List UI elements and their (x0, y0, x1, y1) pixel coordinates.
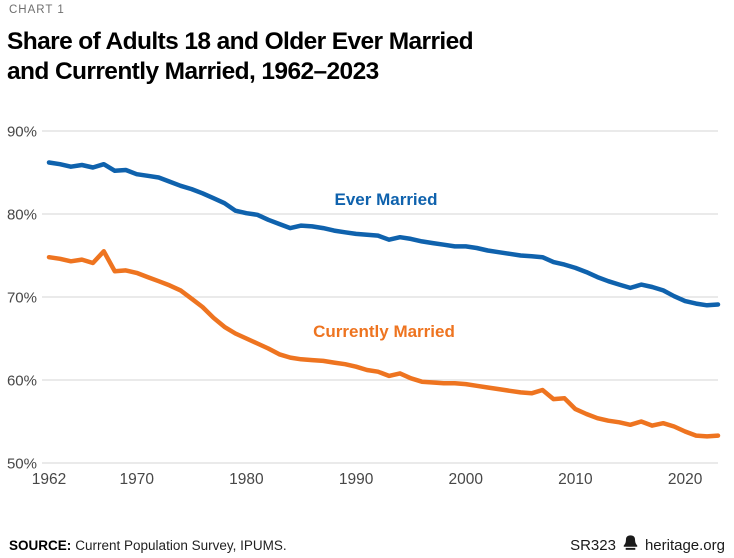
source-label: SOURCE: (9, 538, 72, 553)
series-line-currently-married (46, 249, 721, 439)
source-note: SOURCE: Current Population Survey, IPUMS. (9, 538, 287, 553)
chart-title-line1: Share of Adults 18 and Older Ever Marrie… (7, 28, 474, 55)
x-tick-label: 1990 (339, 471, 374, 488)
source-text: Current Population Survey, IPUMS. (75, 538, 287, 553)
y-tick-label: 70% (7, 290, 37, 307)
series-label-currently-married: Currently Married (313, 322, 455, 341)
x-tick-label: 2010 (558, 471, 593, 488)
series-label-ever-married: Ever Married (334, 190, 438, 209)
x-tick-label: 2000 (449, 471, 484, 488)
chart-title-line2: and Currently Married, 1962–2023 (7, 58, 379, 85)
chart-title: Share of Adults 18 and Older Ever Marrie… (7, 27, 474, 87)
y-tick-label: 90% (7, 124, 37, 141)
line-chart: 90% 80% 70% 60% 50%1962 1970 1980 1990 2000 2010 2… (7, 124, 721, 488)
x-tick-label: 1980 (229, 471, 264, 488)
x-tick-label: 1962 (32, 471, 66, 488)
y-tick-label: 60% (7, 373, 37, 390)
chart-kicker: CHART 1 (9, 4, 65, 16)
report-id: SR323 (570, 536, 616, 554)
x-tick-label: 1970 (119, 471, 154, 488)
y-tick-label: 50% (7, 456, 37, 473)
series-line-ever-married (46, 160, 721, 308)
y-tick-label: 80% (7, 207, 37, 224)
heritage-bell-icon (622, 535, 639, 555)
site-link: heritage.org (644, 536, 725, 554)
footer-branding: SR323 heritage.org (570, 535, 725, 555)
x-tick-label: 2020 (668, 471, 703, 488)
